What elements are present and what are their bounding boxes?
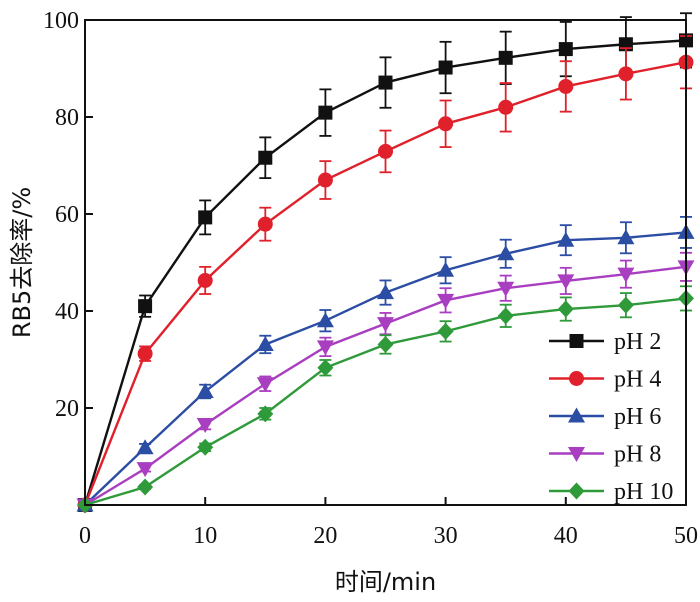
data-point: [617, 267, 635, 283]
legend-item-2: pH 6: [549, 404, 661, 430]
axis-ticks: 0 10 20 30 40 50 20 40 60 80 100: [43, 8, 698, 549]
series-line: [84, 231, 687, 506]
legend-marker: [568, 447, 585, 462]
data-point: [438, 116, 454, 132]
data-point: [617, 229, 635, 245]
data-point: [136, 462, 154, 478]
data-point: [558, 42, 573, 57]
y-tick-label: 20: [55, 396, 79, 422]
data-point: [557, 300, 574, 318]
legend: pH 2 pH 4 pH 6 pH 8 pH 10: [549, 329, 673, 505]
data-point: [557, 274, 575, 290]
data-point: [437, 261, 455, 277]
data-point: [437, 322, 454, 340]
data-point: [317, 172, 333, 188]
legend-label: pH 2: [614, 329, 661, 355]
data-point: [136, 439, 154, 455]
plot-frame: [84, 19, 687, 506]
data-point: [197, 272, 213, 288]
x-tick-label: 20: [313, 523, 337, 549]
legend-label: pH 4: [614, 367, 661, 393]
data-point: [316, 312, 334, 328]
x-axis-label: 时间/min: [335, 568, 436, 596]
data-point: [196, 417, 214, 433]
data-point: [618, 66, 634, 82]
data-point: [497, 307, 514, 325]
y-tick-label: 100: [43, 8, 79, 34]
x-tick-label: 10: [193, 523, 217, 549]
series-1: [77, 35, 694, 513]
data-point: [378, 75, 393, 90]
legend-label: pH 6: [614, 404, 661, 430]
legend-label: pH 10: [614, 479, 673, 505]
y-tick-label: 60: [55, 202, 79, 228]
y-tick-label: 40: [55, 299, 79, 325]
data-point: [256, 335, 274, 351]
data-point: [377, 335, 394, 353]
data-point: [137, 346, 153, 362]
data-point: [438, 60, 453, 75]
data-point: [498, 99, 514, 115]
data-point: [138, 299, 153, 314]
legend-marker: [568, 482, 585, 500]
legend-marker: [569, 334, 584, 348]
data-point: [497, 245, 515, 261]
legend-marker: [569, 371, 584, 386]
data-point: [377, 284, 394, 300]
data-point: [558, 78, 574, 94]
x-tick-label: 30: [434, 523, 458, 549]
plot-marks: [76, 12, 695, 514]
x-tick-label: 0: [79, 523, 91, 549]
data-point: [498, 50, 513, 65]
data-point: [198, 210, 213, 225]
series-line: [83, 39, 687, 506]
y-axis-label: RB5去除率/%: [8, 187, 36, 338]
x-tick-label: 50: [674, 523, 698, 549]
data-point: [317, 359, 334, 377]
data-point: [378, 143, 393, 159]
y-tick-label: 80: [55, 105, 79, 131]
data-point: [557, 231, 575, 247]
data-point: [137, 478, 154, 496]
data-point: [437, 293, 455, 309]
legend-item-3: pH 8: [549, 442, 661, 468]
data-point: [377, 317, 394, 333]
data-point: [256, 377, 274, 393]
data-point: [197, 438, 214, 456]
data-point: [196, 383, 214, 399]
x-tick-label: 40: [554, 523, 578, 549]
data-point: [316, 340, 334, 356]
series-2: [76, 216, 695, 512]
data-point: [257, 405, 274, 423]
series-3: [76, 251, 695, 514]
legend-marker: [568, 407, 585, 423]
legend-item-4: pH 10: [549, 479, 673, 505]
series-0: [78, 12, 693, 512]
data-point: [257, 216, 273, 232]
data-point: [497, 281, 515, 297]
legend-item-1: pH 4: [549, 367, 661, 393]
legend-item-0: pH 2: [549, 329, 661, 355]
data-point: [318, 105, 333, 120]
data-point: [617, 296, 634, 314]
legend-label: pH 8: [614, 442, 661, 468]
data-point: [258, 150, 273, 165]
